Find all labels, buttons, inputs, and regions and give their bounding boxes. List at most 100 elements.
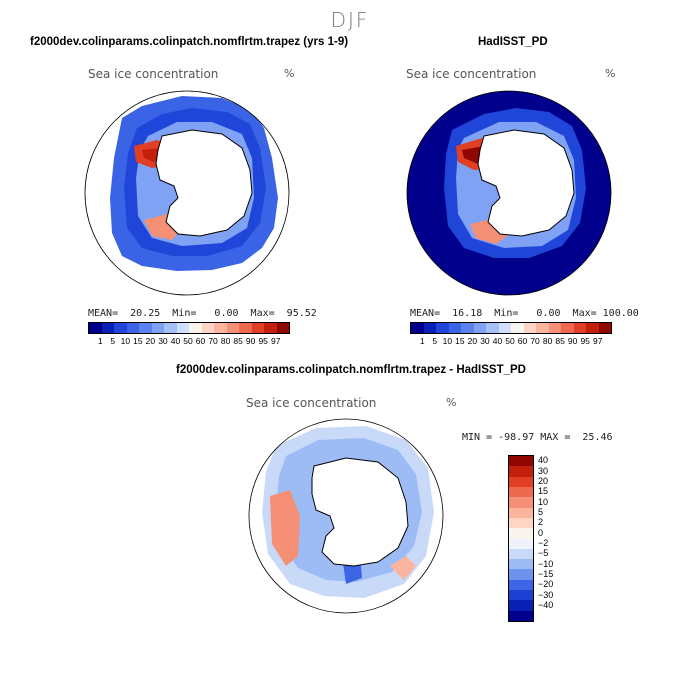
model-colorbar-tick-label: 97: [270, 336, 281, 346]
obs-colorbar-swatch: [473, 323, 486, 333]
diff-colorbar-swatch: [509, 466, 533, 477]
obs-colorbar-tick-label: 1: [419, 336, 425, 346]
obs-colorbar-tick-label: 10: [442, 336, 453, 346]
diff-polar-map: [248, 418, 444, 614]
model-colorbar-tick-label: 15: [133, 336, 143, 346]
obs-panel-title: HadISST_PD: [478, 36, 548, 48]
diff-colorbar-tick-label: 15: [538, 486, 549, 497]
diff-continent: [311, 457, 409, 567]
model-colorbar-tick-label: 20: [145, 336, 156, 346]
model-colorbar-tick-label: 10: [120, 336, 131, 346]
obs-colorbar-swatch: [573, 323, 586, 333]
model-colorbar-tick-label: 95: [258, 336, 268, 346]
model-colorbar-swatch: [126, 323, 139, 333]
model-colorbar-tick-label: 40: [170, 336, 181, 346]
obs-colorbar-labels: 1 5 10 15 20 30 40 50 60 70 80 85 90 95 97: [416, 336, 604, 346]
obs-colorbar-tick-label: 20: [467, 336, 478, 346]
diff-colorbar-tick-label: 10: [538, 496, 549, 507]
diff-colorbar-swatch: [509, 590, 533, 601]
model-colorbar-swatch: [251, 323, 264, 333]
diff-stats: MIN = -98.97 MAX = 25.46: [462, 432, 613, 443]
obs-colorbar-swatch: [598, 323, 611, 333]
diff-colorbar-swatch: [509, 517, 533, 529]
model-colorbar-swatch: [276, 323, 289, 333]
diff-colorbar-tick-label: −20: [538, 579, 554, 590]
obs-colorbar-swatch: [561, 323, 574, 333]
diff-colorbar-tick-label: −5: [538, 548, 549, 559]
model-colorbar-tick-label: 5: [110, 336, 116, 346]
diff-colorbar-tick-label: 2: [538, 517, 544, 528]
diff-colorbar-tick-label: −40: [538, 599, 554, 610]
diff-colorbar-swatch: [509, 507, 533, 518]
model-colorbar-swatch: [89, 323, 102, 333]
obs-colorbar-tick-label: 30: [480, 336, 490, 346]
obs-colorbar-tick-label: 60: [517, 336, 528, 346]
obs-colorbar-swatch: [423, 323, 436, 333]
obs-polar-map: [406, 90, 612, 296]
obs-colorbar-swatch: [498, 323, 511, 333]
diff-colorbar-tick-label: 5: [538, 506, 544, 517]
diff-colorbar-swatch: [509, 569, 533, 580]
diff-colorbar-swatch: [509, 610, 533, 621]
model-colorbar-tick-label: 90: [245, 336, 256, 346]
season-title: DJF: [330, 8, 370, 32]
model-variable-label: Sea ice concentration: [88, 67, 219, 81]
model-colorbar: [88, 322, 290, 334]
diff-colorbar-labels: 40 30 20 15 10 5 2 0 −2 −5 −10 −15 −20 −30 −40: [538, 455, 553, 610]
model-colorbar-swatch: [189, 323, 202, 333]
model-colorbar-swatch: [239, 323, 252, 333]
obs-colorbar-swatch: [461, 323, 474, 333]
model-colorbar-tick-label: 85: [233, 336, 243, 346]
diff-colorbar-tick-label: −30: [538, 589, 554, 600]
model-colorbar-swatch: [226, 323, 239, 333]
model-colorbar-swatch: [101, 323, 114, 333]
diff-colorbar-swatch: [509, 528, 533, 539]
diff-colorbar-swatch: [509, 600, 533, 611]
diff-red-east: [390, 556, 416, 580]
diff-variable-label: Sea ice concentration: [246, 396, 377, 410]
model-colorbar-swatch: [164, 323, 177, 333]
model-colorbar-tick-label: 70: [208, 336, 218, 346]
obs-colorbar-swatch: [536, 323, 549, 333]
model-colorbar-labels: 1 5 10 15 20 30 40 50 60 70 80 85 90 95 97: [94, 336, 282, 346]
model-polar-map: [84, 90, 290, 296]
obs-colorbar-swatch: [511, 323, 524, 333]
diff-colorbar-swatch: [509, 548, 533, 560]
model-colorbar-swatch: [139, 323, 152, 333]
obs-colorbar-swatch: [586, 323, 599, 333]
model-colorbar-tick-label: 50: [183, 336, 193, 346]
model-panel-title: f2000dev.colinparams.colinpatch.nomflrtm…: [30, 36, 349, 48]
diff-colorbar-tick-label: −15: [538, 568, 554, 579]
obs-variable-label: Sea ice concentration: [406, 67, 537, 81]
diff-colorbar-swatch: [509, 579, 533, 591]
diff-colorbar-swatch: [509, 559, 533, 570]
obs-colorbar-tick-label: 5: [432, 336, 438, 346]
model-colorbar-swatch: [176, 323, 189, 333]
obs-colorbar: [410, 322, 612, 334]
diff-colorbar-swatch: [509, 476, 533, 487]
model-units-label: %: [284, 67, 295, 80]
obs-colorbar-swatch: [411, 323, 424, 333]
diff-colorbar: [508, 455, 534, 622]
diff-colorbar-swatch: [509, 486, 533, 498]
obs-colorbar-swatch: [486, 323, 499, 333]
diff-colorbar-swatch: [509, 456, 533, 467]
obs-colorbar-swatch: [523, 323, 536, 333]
obs-colorbar-swatch: [448, 323, 461, 333]
obs-units-label: %: [605, 67, 616, 80]
model-continent: [155, 129, 253, 237]
diff-colorbar-tick-label: 0: [538, 527, 544, 538]
obs-continent: [477, 129, 575, 237]
obs-colorbar-tick-label: 95: [580, 336, 590, 346]
diff-red-west: [270, 490, 300, 566]
obs-colorbar-tick-label: 97: [592, 336, 603, 346]
obs-stats: MEAN= 16.18 Min= 0.00 Max= 100.00: [410, 308, 639, 319]
model-colorbar-swatch: [151, 323, 164, 333]
obs-colorbar-tick-label: 40: [492, 336, 503, 346]
diff-colorbar-swatch: [509, 497, 533, 508]
diff-colorbar-tick-label: 20: [538, 475, 549, 486]
diff-colorbar-tick-label: 40: [538, 455, 549, 466]
obs-colorbar-tick-label: 85: [555, 336, 565, 346]
obs-colorbar-tick-label: 70: [530, 336, 540, 346]
diff-colorbar-tick-label: −10: [538, 558, 554, 569]
